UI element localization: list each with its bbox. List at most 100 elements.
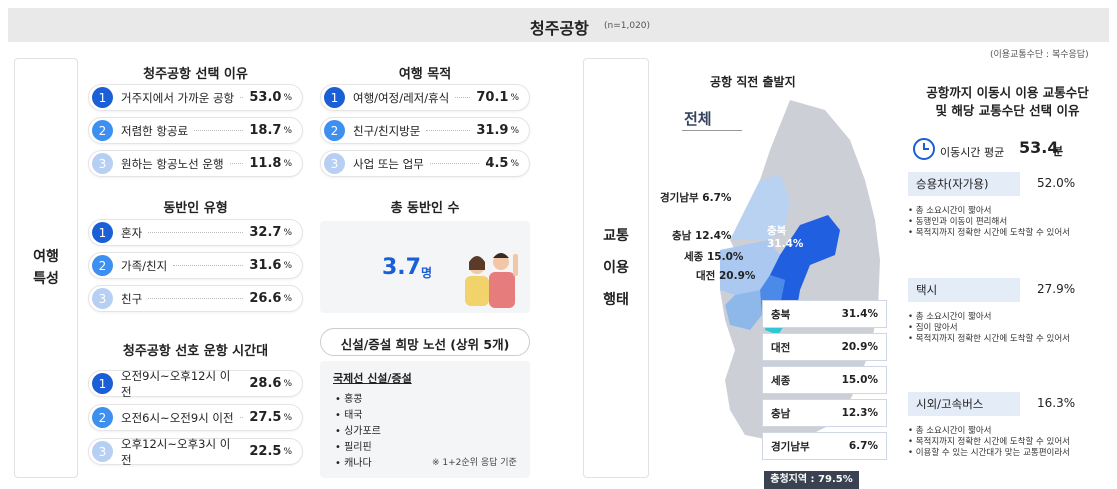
rank-item: 2 오전6시~오전9시 이전 27.5% [88,404,303,431]
label-line: 특성 [33,271,59,287]
map-scope: 전체 [684,110,712,128]
table-row: 세종 15.0% [762,366,887,394]
region-name: 대전 [696,270,716,282]
region-value: 15.0% [841,374,878,386]
rank-item: 2 저렴한 항공료 18.7% [88,117,303,144]
item-value: 28.6 [249,376,282,391]
region-value: 20.9% [718,270,756,282]
region-name: 세종 [684,251,704,263]
leader [429,163,480,164]
time-label: 이동시간 평균 [940,146,1005,159]
panel-title: 청주공항 선호 운항 시간대 [122,344,269,359]
table-row: 경기남부 6.7% [762,432,887,460]
item-label: 가족/친지 [121,258,168,273]
rank-item: 3 오후12시~오후3시 이전 22.5% [88,437,303,467]
item-unit: % [510,92,519,103]
item-unit: % [283,293,292,304]
item-value: 22.5 [249,444,282,459]
header-n: (n=1,020) [604,21,651,31]
map-footer: 충청지역 : 79.5% [764,471,859,489]
map-label: 충남 12.4% [672,230,731,243]
region-value: 31.4% [841,308,878,320]
map-label: 대전 20.9% [696,270,755,283]
item-label: 오전9시~오후12시 이전 [121,368,231,399]
leader [240,97,244,98]
mode-value: 27.9% [1037,282,1076,296]
mode-reason: • 목적지까지 정확한 시간에 도착할 수 있어서 [908,437,1070,447]
item-unit: % [510,158,519,169]
map-label: 경기남부 6.7% [660,192,731,205]
item-label: 사업 또는 업무 [353,156,424,171]
mode-reason: • 짐이 많아서 [908,323,958,333]
rank-badge: 1 [92,373,113,394]
label-line: 교통 [603,228,629,244]
item-label: 오전6시~오전9시 이전 [121,410,234,425]
item-value: 31.9 [476,123,509,138]
transport-title: 공항까지 이동시 이용 교통수단 및 해당 교통수단 선택 이유 [900,84,1115,120]
route-item: • 홍콩 [335,394,363,405]
region-value: 20.9% [841,341,878,353]
rank-badge: 1 [92,87,113,108]
item-unit: % [283,446,292,457]
label-line: 행태 [603,292,629,308]
region-name: 충북 [771,308,791,321]
title-line: 및 해당 교통수단 선택 이유 [935,103,1080,118]
region-name: 충남 [771,407,791,420]
region-value: 12.4% [694,230,732,242]
region-value: 6.7% [702,192,732,204]
rank-badge: 3 [92,153,113,174]
rank-badge: 3 [324,153,345,174]
mode-reason: • 목적지까지 정확한 시간에 도착할 수 있어서 [908,334,1070,344]
mode-name: 시외/고속버스 [908,392,1020,416]
rank-badge: 2 [92,255,113,276]
routes-box [320,361,530,478]
item-value: 27.5 [249,410,282,425]
item-unit: % [283,125,292,136]
rank-badge: 3 [92,441,113,462]
rank-badge: 2 [92,407,113,428]
item-label: 혼자 [121,225,143,240]
item-unit: % [283,227,292,238]
rank-item: 3 친구 26.6% [88,285,303,312]
item-value: 32.7 [249,225,282,240]
region-value: 6.7% [848,440,878,452]
route-item: • 싱가포르 [335,426,381,437]
region-name: 충북 [767,225,787,237]
leader [426,130,471,131]
routes-title: 신설/증설 희망 노선 (상위 5개) [340,337,510,352]
region-value: 15.0% [706,251,744,263]
label-line: 여행 [33,249,59,265]
mode-reason: • 총 소요시간이 짧아서 [908,312,992,322]
mode-name: 택시 [908,278,1020,302]
item-value: 18.7 [249,123,282,138]
item-value: 53.0 [249,90,282,105]
mode-value: 52.0% [1037,176,1076,190]
item-label: 거주지에서 가까운 공항 [121,90,235,105]
item-unit: % [283,412,292,423]
item-unit: % [283,92,292,103]
leader [239,417,244,418]
table-row: 충남 12.3% [762,399,887,427]
region-name: 대전 [771,341,791,354]
item-value: 26.6 [249,291,282,306]
mode-reason: • 총 소요시간이 짧아서 [908,426,992,436]
leader [148,232,244,233]
rank-item: 1 오전9시~오후12시 이전 28.6% [88,368,303,399]
item-unit: % [283,158,292,169]
scope-underline [682,130,742,131]
rank-item: 1 혼자 32.7% [88,219,303,246]
routes-title-pill [320,328,530,356]
time-value: 53.4 [1019,138,1059,157]
routes-subtitle: 국제선 신설/증설 [333,372,412,385]
rank-badge: 2 [92,120,113,141]
region-name: 경기남부 [660,192,699,204]
item-unit: % [283,378,292,389]
item-unit: % [283,260,292,271]
leader [455,97,471,98]
panel-title: 여행 목적 [398,67,452,82]
map [720,100,880,440]
item-label: 저렴한 항공료 [121,123,189,138]
rank-item: 2 가족/친지 31.6% [88,252,303,279]
people-illustration [465,253,518,308]
